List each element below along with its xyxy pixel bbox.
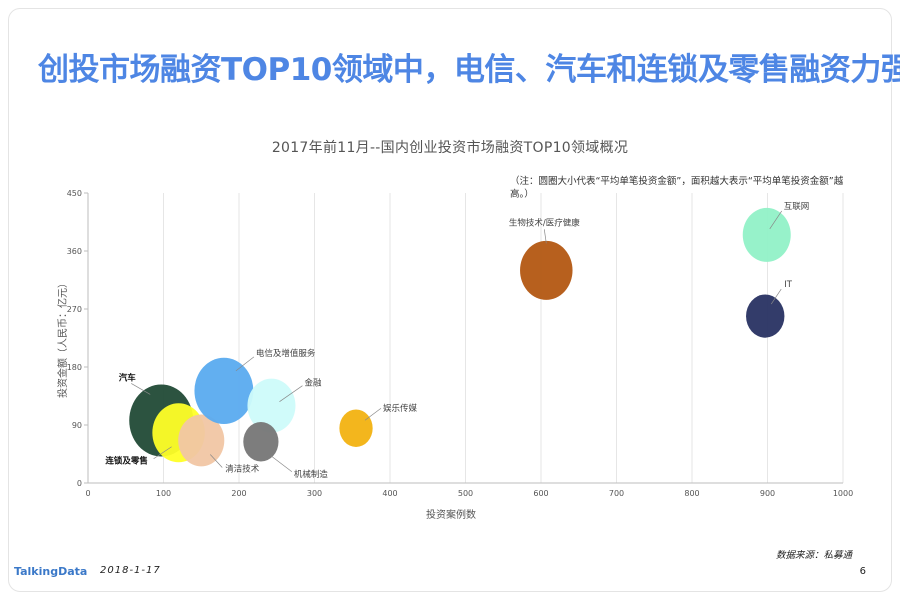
data-source: 数据来源：私募通 bbox=[775, 550, 852, 561]
bubble-5 bbox=[243, 421, 279, 462]
x-tick-4: 400 bbox=[382, 489, 397, 498]
bubble-label-6: 娱乐传媒 bbox=[383, 403, 418, 414]
leader-line-2 bbox=[209, 454, 223, 468]
y-tick-3: 270 bbox=[67, 305, 82, 314]
bubble-label-9: 互联网 bbox=[784, 202, 810, 212]
bubble-label-5: 机械制造 bbox=[294, 469, 329, 480]
leader-line-9 bbox=[769, 210, 783, 230]
leader-line-7 bbox=[543, 229, 547, 244]
y-tick-2: 180 bbox=[67, 363, 82, 372]
x-tick-8: 800 bbox=[684, 489, 699, 498]
bubble-7 bbox=[520, 240, 573, 300]
x-tick-3: 300 bbox=[307, 489, 322, 498]
bubble-label-3: 电信及增值服务 bbox=[256, 348, 316, 359]
report-date: 2018-1-17 bbox=[100, 565, 161, 576]
bubble-6 bbox=[339, 409, 373, 447]
talkingdata-logo: TalkingData bbox=[14, 565, 88, 578]
x-tick-1: 100 bbox=[156, 489, 171, 498]
y-tick-0: 0 bbox=[77, 479, 82, 488]
leader-line-4 bbox=[279, 385, 303, 402]
slide-frame bbox=[8, 8, 892, 592]
x-axis-label: 投资案例数 bbox=[426, 508, 476, 521]
y-axis-label: 投资金额（人民币：亿元） bbox=[56, 278, 69, 398]
y-tick-1: 90 bbox=[72, 421, 82, 430]
leader-line-8 bbox=[770, 288, 782, 305]
leader-line-0 bbox=[131, 383, 151, 395]
chart-grid bbox=[87, 193, 844, 484]
chart-ticks: 0 100 200 300 400 500 600 700 800 900 1000 0 90 180 27… bbox=[67, 189, 853, 498]
x-tick-6: 600 bbox=[533, 489, 548, 498]
chart-note: （注：圆圈大小代表“平均单笔投资金额”，面积越大表示“平均单笔投资金额”越高。） bbox=[510, 176, 844, 200]
x-tick-0: 0 bbox=[85, 489, 90, 498]
leader-line-6 bbox=[364, 407, 382, 421]
bubble-label-2: 清洁技术 bbox=[225, 463, 260, 474]
bubble-4 bbox=[247, 378, 296, 433]
x-tick-9: 900 bbox=[760, 489, 775, 498]
chart-title: 2017年前11月--国内创业投资市场融资TOP10领域概况 bbox=[271, 140, 629, 156]
leader-line-5 bbox=[270, 455, 293, 473]
bubble-3 bbox=[194, 357, 254, 424]
chart-bubbles bbox=[129, 207, 791, 467]
y-tick-5: 450 bbox=[67, 189, 82, 198]
bubble-label-1: 连锁及零售 bbox=[105, 456, 148, 467]
x-tick-10: 1000 bbox=[833, 489, 853, 498]
bubble-label-8: IT bbox=[784, 280, 793, 290]
page-number: 6 bbox=[859, 566, 866, 577]
y-tick-4: 360 bbox=[67, 247, 82, 256]
x-tick-2: 200 bbox=[231, 489, 246, 498]
bubble-8 bbox=[746, 294, 785, 338]
bubble-label-0: 汽车 bbox=[119, 372, 137, 383]
bubble-9 bbox=[742, 207, 791, 262]
bubble-2 bbox=[178, 414, 225, 467]
slide-title: 创投市场融资TOP10领域中，电信、汽车和连锁及零售融资力强 bbox=[38, 52, 900, 88]
x-tick-5: 500 bbox=[458, 489, 473, 498]
x-tick-7: 700 bbox=[609, 489, 624, 498]
leader-line-1 bbox=[153, 446, 172, 460]
bubble-label-7: 生物技术/医疗健康 bbox=[509, 217, 580, 228]
leader-line-3 bbox=[235, 356, 255, 372]
bubble-label-4: 金融 bbox=[304, 378, 322, 389]
